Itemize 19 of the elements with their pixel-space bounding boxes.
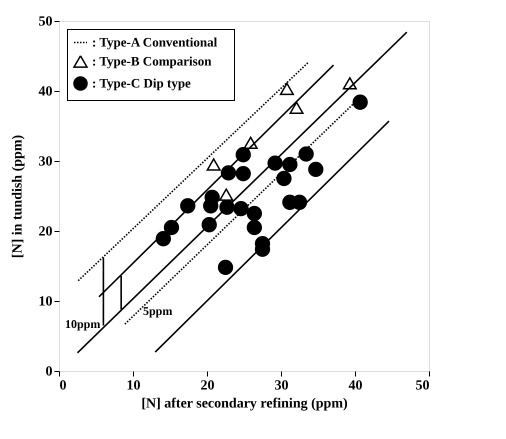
annotation: 10ppm xyxy=(65,317,100,331)
x-tick-label: 0 xyxy=(60,378,66,394)
x-axis-title: [N] after secondary refining (ppm) xyxy=(141,396,348,412)
y-tick-label: 30 xyxy=(38,154,52,170)
y-axis-title: [N] in tundish (ppm) xyxy=(10,134,26,258)
x-tick-label: 20 xyxy=(200,378,214,394)
x-tick-label: 50 xyxy=(416,378,430,394)
x-tick-label: 30 xyxy=(274,378,288,394)
y-tick-label: 0 xyxy=(46,364,52,380)
x-tick-label: 10 xyxy=(126,378,140,394)
legend-label: : Type-A Conventional xyxy=(92,34,218,50)
y-tick-label: 50 xyxy=(38,14,52,30)
x-tick-label: 40 xyxy=(348,378,362,394)
y-tick-label: 10 xyxy=(38,294,52,310)
y-tick-label: 40 xyxy=(38,84,52,100)
y-tick-label: 20 xyxy=(38,224,52,240)
legend-label: : Type-C Dip type xyxy=(92,76,192,90)
annotation: 5ppm xyxy=(143,304,172,318)
legend-label: : Type-B Comparison xyxy=(92,54,212,68)
